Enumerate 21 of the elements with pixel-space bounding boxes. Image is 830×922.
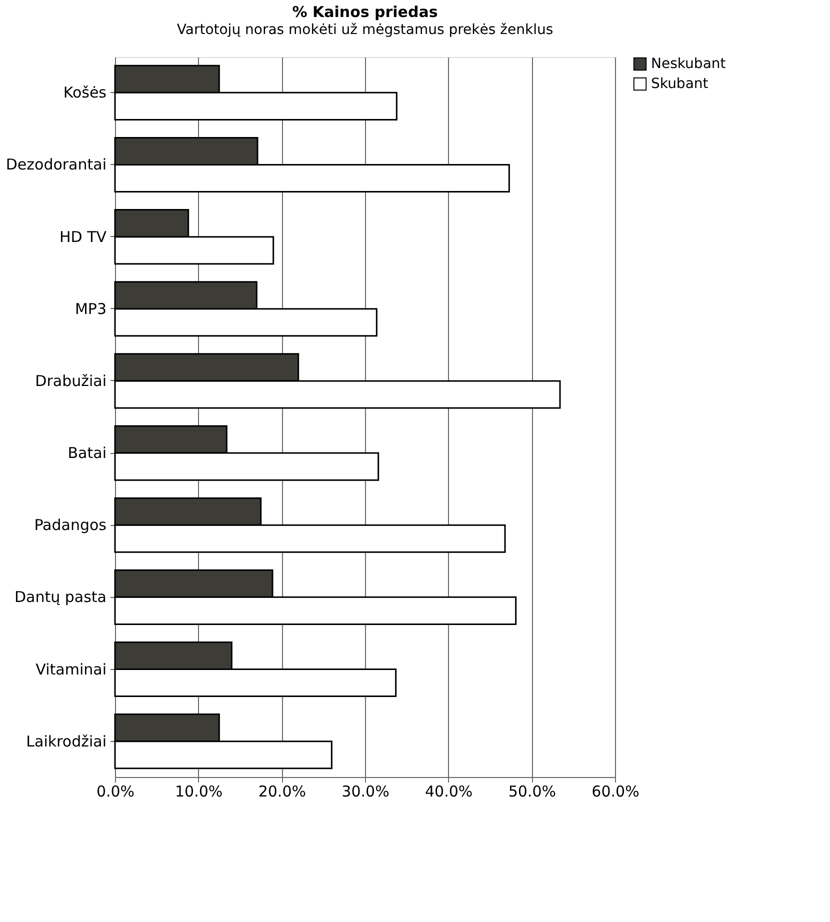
x-tick-label: 60.0% [592, 782, 640, 800]
y-tick-label: Padangos [34, 516, 107, 534]
y-tick-label: MP3 [74, 300, 106, 318]
x-tick-label: 10.0% [175, 782, 223, 800]
chart-subtitle: Vartotojų noras mokėti už mėgstamus prekės ženklus [176, 22, 554, 38]
y-tick-label: Košės [63, 84, 107, 102]
x-tick-label: 0.0% [96, 782, 135, 800]
y-tick-label: Drabužiai [35, 372, 106, 390]
y-tick-label: Batai [68, 444, 106, 462]
x-tick-label: 20.0% [258, 782, 306, 800]
x-tick-label: 50.0% [508, 782, 556, 800]
x-tick-label: 30.0% [342, 782, 390, 800]
chart-title: % Kainos priedas [292, 3, 438, 21]
y-tick-label: Vitaminai [36, 660, 106, 678]
y-tick-label: Dezodorantai [6, 156, 106, 174]
x-tick-label: 40.0% [425, 782, 473, 800]
legend-label: Neskubant [651, 56, 726, 72]
y-tick-label: HD TV [59, 228, 108, 246]
y-tick-label: Dantų pasta [14, 588, 106, 606]
legend-label: Skubant [651, 76, 709, 92]
y-tick-label: Laikrodžiai [26, 732, 106, 750]
